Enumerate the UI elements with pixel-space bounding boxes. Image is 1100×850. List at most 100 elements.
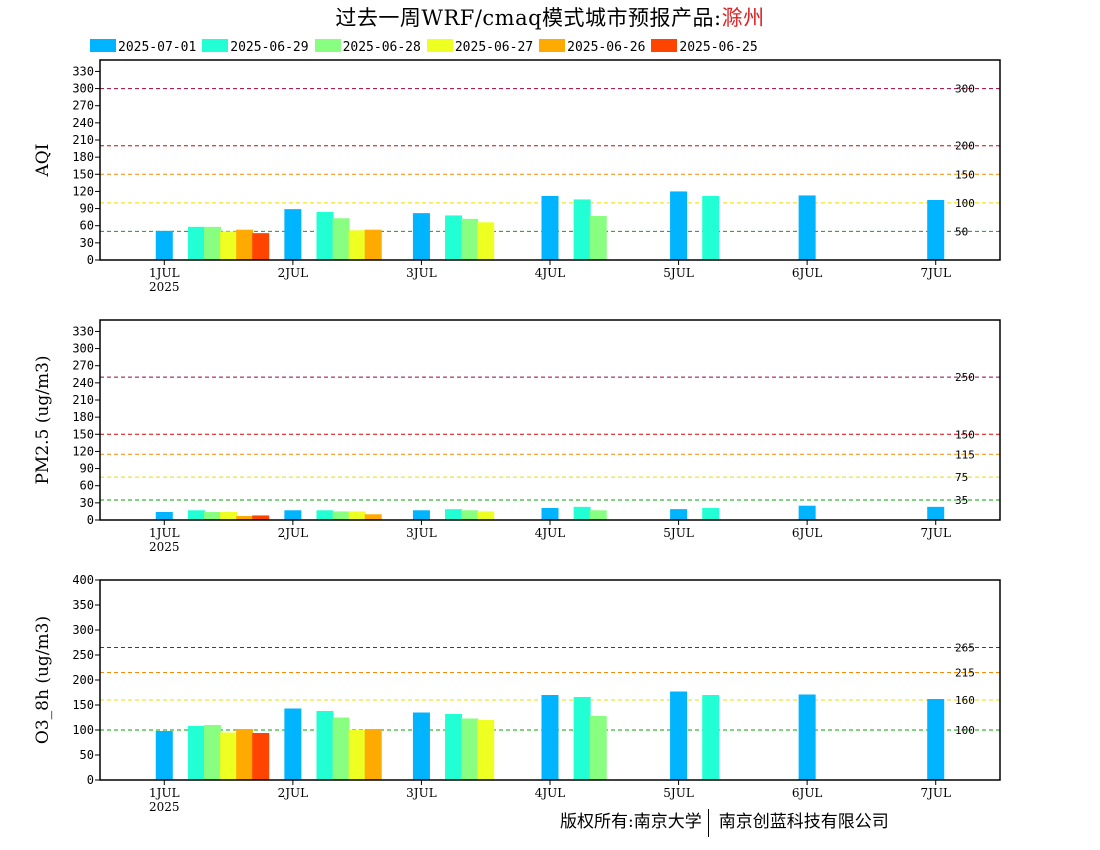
- y-tick-label: 120: [72, 444, 94, 458]
- legend-label: 2025-06-26: [567, 40, 646, 55]
- bar: [589, 716, 607, 780]
- bar: [236, 729, 254, 780]
- bar: [187, 226, 205, 260]
- y-tick-label: 300: [72, 82, 94, 96]
- footer-separator: [707, 808, 709, 837]
- threshold-label: 160: [955, 694, 975, 707]
- legend-swatch: [202, 39, 229, 52]
- bar: [236, 229, 254, 260]
- bar: [702, 695, 720, 780]
- bar: [364, 514, 382, 520]
- y-tick-label: 250: [72, 648, 94, 662]
- bar: [541, 508, 559, 520]
- x-tick-label: 2JUL: [278, 786, 309, 800]
- legend-item: 2025-07-01: [90, 36, 196, 55]
- x-tick-sublabel: 2025: [149, 540, 180, 554]
- y-tick-label: 0: [87, 773, 94, 787]
- x-tick-label: 3JUL: [406, 266, 437, 280]
- y-tick-label: 330: [72, 324, 94, 338]
- bar: [798, 694, 816, 780]
- x-tick-label: 6JUL: [792, 786, 823, 800]
- y-tick-label: 150: [72, 427, 94, 441]
- bar: [364, 729, 382, 780]
- x-tick-sublabel: 2025: [149, 280, 180, 294]
- x-tick-label: 2JUL: [278, 266, 309, 280]
- y-tick-label: 300: [72, 623, 94, 637]
- x-tick-label: 4JUL: [535, 266, 566, 280]
- bar: [364, 229, 382, 260]
- bar: [252, 733, 270, 780]
- bar: [412, 213, 430, 260]
- x-tick-label: 1JUL: [149, 786, 180, 800]
- chart-panel: 35 75 115 150 250 0 30 60 90 120 150 180 210 240 270 30…: [33, 319, 1001, 554]
- bar: [316, 212, 334, 260]
- bar: [461, 718, 479, 780]
- bar: [461, 218, 479, 260]
- y-tick-label: 200: [72, 673, 94, 687]
- y-tick-label: 180: [72, 150, 94, 164]
- y-tick-label: 210: [72, 393, 94, 407]
- title-prefix: 过去一周WRF/cmaq模式城市预报产品:: [335, 6, 722, 30]
- threshold-label: 100: [955, 197, 975, 210]
- y-tick-label: 0: [87, 253, 94, 267]
- bar: [316, 510, 334, 520]
- x-tick-label: 4JUL: [535, 526, 566, 540]
- x-tick-label: 7JUL: [920, 786, 951, 800]
- y-axis-label: O3_8h (ug/m3): [33, 616, 53, 744]
- threshold-label: 115: [955, 448, 975, 461]
- x-tick-label: 5JUL: [663, 786, 694, 800]
- bar: [445, 215, 463, 260]
- bar: [412, 510, 430, 520]
- bar: [316, 711, 334, 780]
- y-tick-label: 270: [72, 99, 94, 113]
- bar: [236, 516, 254, 520]
- threshold-label: 50: [955, 225, 968, 238]
- y-tick-label: 240: [72, 116, 94, 130]
- legend-item: 2025-06-28: [314, 36, 421, 55]
- threshold-label: 100: [955, 724, 975, 737]
- chart-panel: 100 160 215 265 0 50 100 150 200 250 300 350 400 1JUL…: [33, 573, 1001, 814]
- x-tick-label: 3JUL: [406, 526, 437, 540]
- threshold-label: 150: [955, 168, 975, 181]
- bar: [445, 509, 463, 520]
- bar: [155, 731, 173, 780]
- y-tick-label: 270: [72, 359, 94, 373]
- bar: [702, 196, 720, 260]
- y-tick-label: 90: [80, 202, 94, 216]
- x-tick-label: 1JUL: [149, 266, 180, 280]
- threshold-label: 200: [955, 140, 975, 153]
- chart-title: 过去一周WRF/cmaq模式城市预报产品:滁州: [0, 2, 1100, 32]
- legend-item: 2025-06-29: [202, 36, 309, 55]
- bar: [573, 697, 591, 780]
- bar: [670, 509, 688, 520]
- x-tick-label: 1JUL: [149, 526, 180, 540]
- legend-label: 2025-06-25: [679, 40, 758, 55]
- bar: [204, 512, 221, 520]
- y-tick-label: 210: [72, 133, 94, 147]
- bar: [348, 730, 366, 780]
- x-tick-label: 7JUL: [920, 526, 951, 540]
- legend-swatch: [539, 39, 566, 52]
- bar: [927, 699, 945, 780]
- plot-frame: [99, 319, 1001, 521]
- y-tick-label: 30: [80, 496, 94, 510]
- legend-label: 2025-06-27: [454, 40, 534, 55]
- bar: [573, 506, 591, 520]
- y-tick-label: 300: [72, 342, 94, 356]
- threshold-label: 150: [955, 428, 975, 441]
- bar: [252, 233, 270, 260]
- title-city: 滁州: [721, 6, 765, 30]
- legend-item: 2025-06-27: [426, 36, 534, 55]
- bar: [332, 717, 350, 780]
- bar: [155, 230, 173, 260]
- bar: [348, 230, 366, 260]
- x-tick-label: 5JUL: [663, 526, 694, 540]
- bar: [332, 511, 350, 520]
- bar: [798, 505, 816, 520]
- bar: [927, 200, 945, 260]
- bar: [252, 515, 270, 520]
- bar: [573, 199, 591, 260]
- bar: [155, 512, 173, 520]
- bar: [220, 512, 238, 520]
